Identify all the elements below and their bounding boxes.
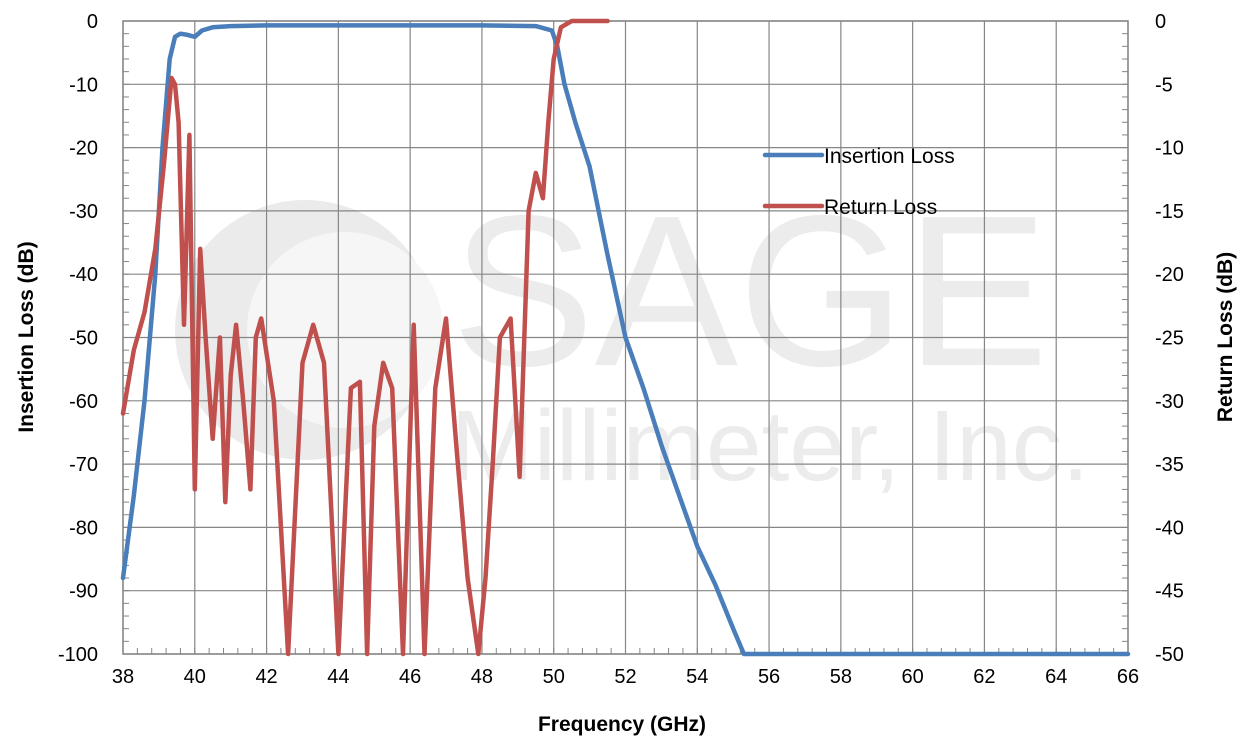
y2-tick-label: -30 <box>1155 391 1184 413</box>
watermark-subtitle: Millimeter, Inc. <box>450 390 1089 502</box>
y-tick-label: -100 <box>58 644 98 666</box>
x-tick-label: 38 <box>112 666 134 688</box>
y-tick-label: -20 <box>69 138 98 160</box>
y2-tick-label: -35 <box>1155 454 1184 476</box>
y-tick-label: -90 <box>69 581 98 603</box>
x-tick-label: 48 <box>471 666 493 688</box>
x-tick-label: 66 <box>1117 666 1139 688</box>
y2-tick-label: -40 <box>1155 517 1184 539</box>
y-axis-left: 0 -10 -20 -30 -40 -50 -60 -70 -80 -90 -100 <box>58 11 98 666</box>
x-tick-label: 44 <box>327 666 349 688</box>
x-tick-label: 64 <box>1045 666 1067 688</box>
legend-label-insertion-loss: Insertion Loss <box>824 145 955 168</box>
y-tick-label: -60 <box>69 391 98 413</box>
y2-tick-label: -20 <box>1155 264 1184 286</box>
x-tick-label: 58 <box>830 666 852 688</box>
y-axis-right-title: Return Loss (dB) <box>1214 252 1237 422</box>
x-tick-label: 50 <box>543 666 565 688</box>
y2-tick-label: -45 <box>1155 581 1184 603</box>
x-axis-title: Frequency (GHz) <box>538 713 706 736</box>
y-axis-right: 0 -5 -10 -15 -20 -25 -30 -35 -40 -45 -50 <box>1155 11 1184 666</box>
y-tick-label: -10 <box>69 74 98 96</box>
y-tick-label: 0 <box>87 11 98 33</box>
x-tick-label: 42 <box>255 666 277 688</box>
x-tick-label: 62 <box>973 666 995 688</box>
x-tick-label: 46 <box>399 666 421 688</box>
y-tick-label: -70 <box>69 454 98 476</box>
y2-tick-label: -5 <box>1155 74 1173 96</box>
x-axis: 38 40 42 44 46 48 50 52 54 56 58 60 62 64 66 <box>112 666 1139 688</box>
y2-tick-label: -50 <box>1155 644 1184 666</box>
y2-tick-label: -10 <box>1155 138 1184 160</box>
x-tick-label: 40 <box>184 666 206 688</box>
x-tick-label: 60 <box>902 666 924 688</box>
x-tick-label: 52 <box>614 666 636 688</box>
y2-tick-label: -25 <box>1155 328 1184 350</box>
y-axis-left-title: Insertion Loss (dB) <box>15 241 38 432</box>
y-tick-label: -80 <box>69 517 98 539</box>
x-tick-label: 54 <box>686 666 708 688</box>
y-tick-label: -40 <box>69 264 98 286</box>
y2-tick-label: -15 <box>1155 201 1184 223</box>
y-tick-label: -50 <box>69 328 98 350</box>
legend-label-return-loss: Return Loss <box>824 196 937 219</box>
watermark-title: SAGE <box>451 170 1048 411</box>
y2-tick-label: 0 <box>1155 11 1166 33</box>
y-tick-label: -30 <box>69 201 98 223</box>
x-tick-label: 56 <box>758 666 780 688</box>
